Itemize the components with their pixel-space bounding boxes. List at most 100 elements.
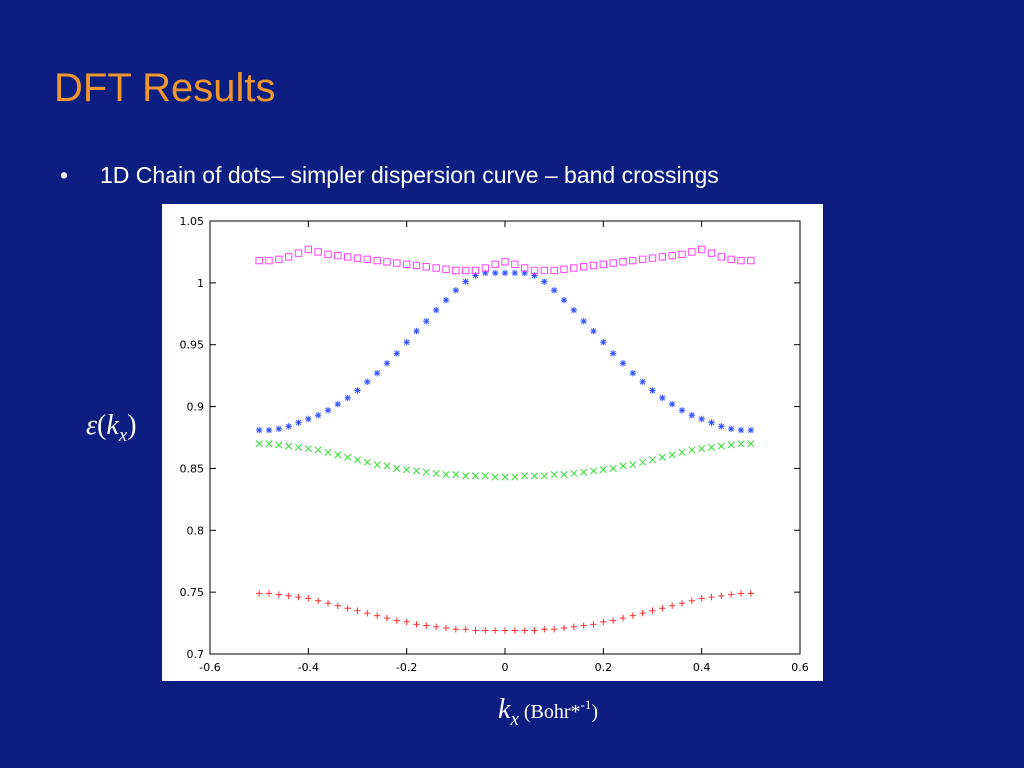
- data-point: [717, 253, 726, 261]
- data-point: [354, 607, 361, 614]
- data-point: [521, 627, 528, 634]
- data-point: [275, 255, 283, 264]
- data-point: [668, 251, 676, 260]
- data-point: [668, 400, 676, 408]
- data-point: [727, 255, 735, 264]
- data-point: [590, 327, 597, 335]
- data-point: [363, 255, 372, 264]
- data-point: [255, 590, 263, 597]
- data-point: [265, 440, 273, 448]
- data-point: [294, 443, 303, 451]
- x-tick-label: -0.6: [199, 661, 220, 674]
- data-point: [462, 626, 469, 633]
- data-point: [609, 617, 617, 624]
- data-point: [580, 622, 587, 629]
- y-tick-label: 1.05: [180, 215, 205, 228]
- data-point: [707, 443, 716, 451]
- bullet-text: 1D Chain of dots– simpler dispersion cur…: [100, 162, 719, 188]
- data-point: [422, 468, 430, 476]
- data-point: [452, 471, 460, 479]
- data-point: [462, 472, 470, 480]
- data-point: [649, 607, 656, 614]
- y-tick-label: 0.95: [180, 339, 205, 352]
- data-point: [471, 266, 480, 275]
- slide-title: DFT Results: [54, 66, 276, 110]
- data-point: [442, 265, 450, 273]
- data-point: [393, 259, 401, 267]
- data-point: [501, 473, 509, 481]
- data-point: [265, 590, 273, 597]
- data-point: [580, 468, 588, 476]
- data-point: [294, 249, 303, 257]
- data-point: [609, 259, 617, 267]
- y-tick-label: 1: [197, 277, 204, 290]
- bullet-item: • 1D Chain of dots– simpler dispersion cu…: [60, 162, 719, 189]
- data-point: [314, 597, 322, 605]
- data-point: [747, 426, 755, 434]
- data-point: [550, 626, 558, 633]
- data-point: [393, 464, 401, 472]
- data-point: [314, 412, 322, 419]
- data-point: [344, 394, 351, 402]
- scatter-chart: -0.6 -0.4 -0.2 0 0.2 0.4 0.6 0.7 0.75 0.8 0.85 0.9 0…: [180, 215, 809, 674]
- data-point: [648, 456, 657, 464]
- y-axis-label: ε(kx): [86, 410, 137, 446]
- data-point: [471, 472, 480, 480]
- data-point: [334, 451, 342, 459]
- data-point: [688, 412, 696, 419]
- data-point: [275, 425, 283, 433]
- data-point: [462, 278, 469, 285]
- x-axis-label: kx (Bohr*-1): [498, 694, 599, 730]
- data-point: [570, 264, 578, 272]
- data-point: [708, 593, 715, 601]
- data-point: [501, 258, 509, 266]
- x-axis-sub: x: [510, 709, 519, 730]
- data-point: [698, 595, 705, 602]
- data-point: [600, 618, 607, 626]
- data-point: [541, 626, 548, 633]
- data-point: [344, 453, 352, 461]
- data-point: [491, 260, 499, 268]
- data-point: [737, 256, 745, 265]
- data-point: [383, 614, 391, 622]
- data-point: [747, 440, 755, 448]
- y-tick-label: 0.85: [180, 462, 205, 475]
- data-point: [344, 605, 351, 612]
- data-point: [285, 423, 292, 430]
- data-point: [530, 472, 539, 480]
- data-point: [541, 278, 548, 285]
- data-point: [648, 254, 657, 262]
- data-point: [501, 269, 509, 277]
- data-point: [403, 466, 411, 474]
- data-point: [383, 360, 391, 367]
- y-tick-label: 0.9: [187, 401, 205, 414]
- data-point: [472, 627, 479, 634]
- data-point: [354, 387, 361, 394]
- x-axis-unit-close: ): [591, 701, 599, 723]
- data-point: [550, 471, 558, 479]
- data-point: [334, 602, 342, 609]
- data-point: [343, 253, 352, 261]
- data-point: [737, 426, 745, 434]
- data-point: [727, 441, 735, 449]
- data-point: [255, 426, 263, 434]
- x-tick-label: -0.2: [396, 661, 417, 674]
- data-point: [727, 591, 735, 598]
- data-point: [501, 627, 509, 634]
- chart-axes: -0.6 -0.4 -0.2 0 0.2 0.4 0.6 0.7 0.75 0.8 0.85 0.9 0…: [180, 215, 809, 674]
- data-point: [560, 624, 568, 632]
- data-point: [698, 445, 706, 453]
- data-point: [285, 592, 292, 600]
- data-point: [491, 627, 499, 634]
- x-tick-label: -0.4: [298, 661, 319, 674]
- data-point: [619, 258, 627, 266]
- data-point: [304, 245, 313, 254]
- data-point: [658, 253, 667, 261]
- data-point: [364, 378, 371, 386]
- data-point: [314, 248, 322, 256]
- data-point: [373, 612, 381, 619]
- x-tick-label: 0.6: [791, 661, 809, 674]
- data-point: [511, 473, 519, 481]
- data-point: [718, 592, 725, 600]
- data-point: [707, 249, 716, 257]
